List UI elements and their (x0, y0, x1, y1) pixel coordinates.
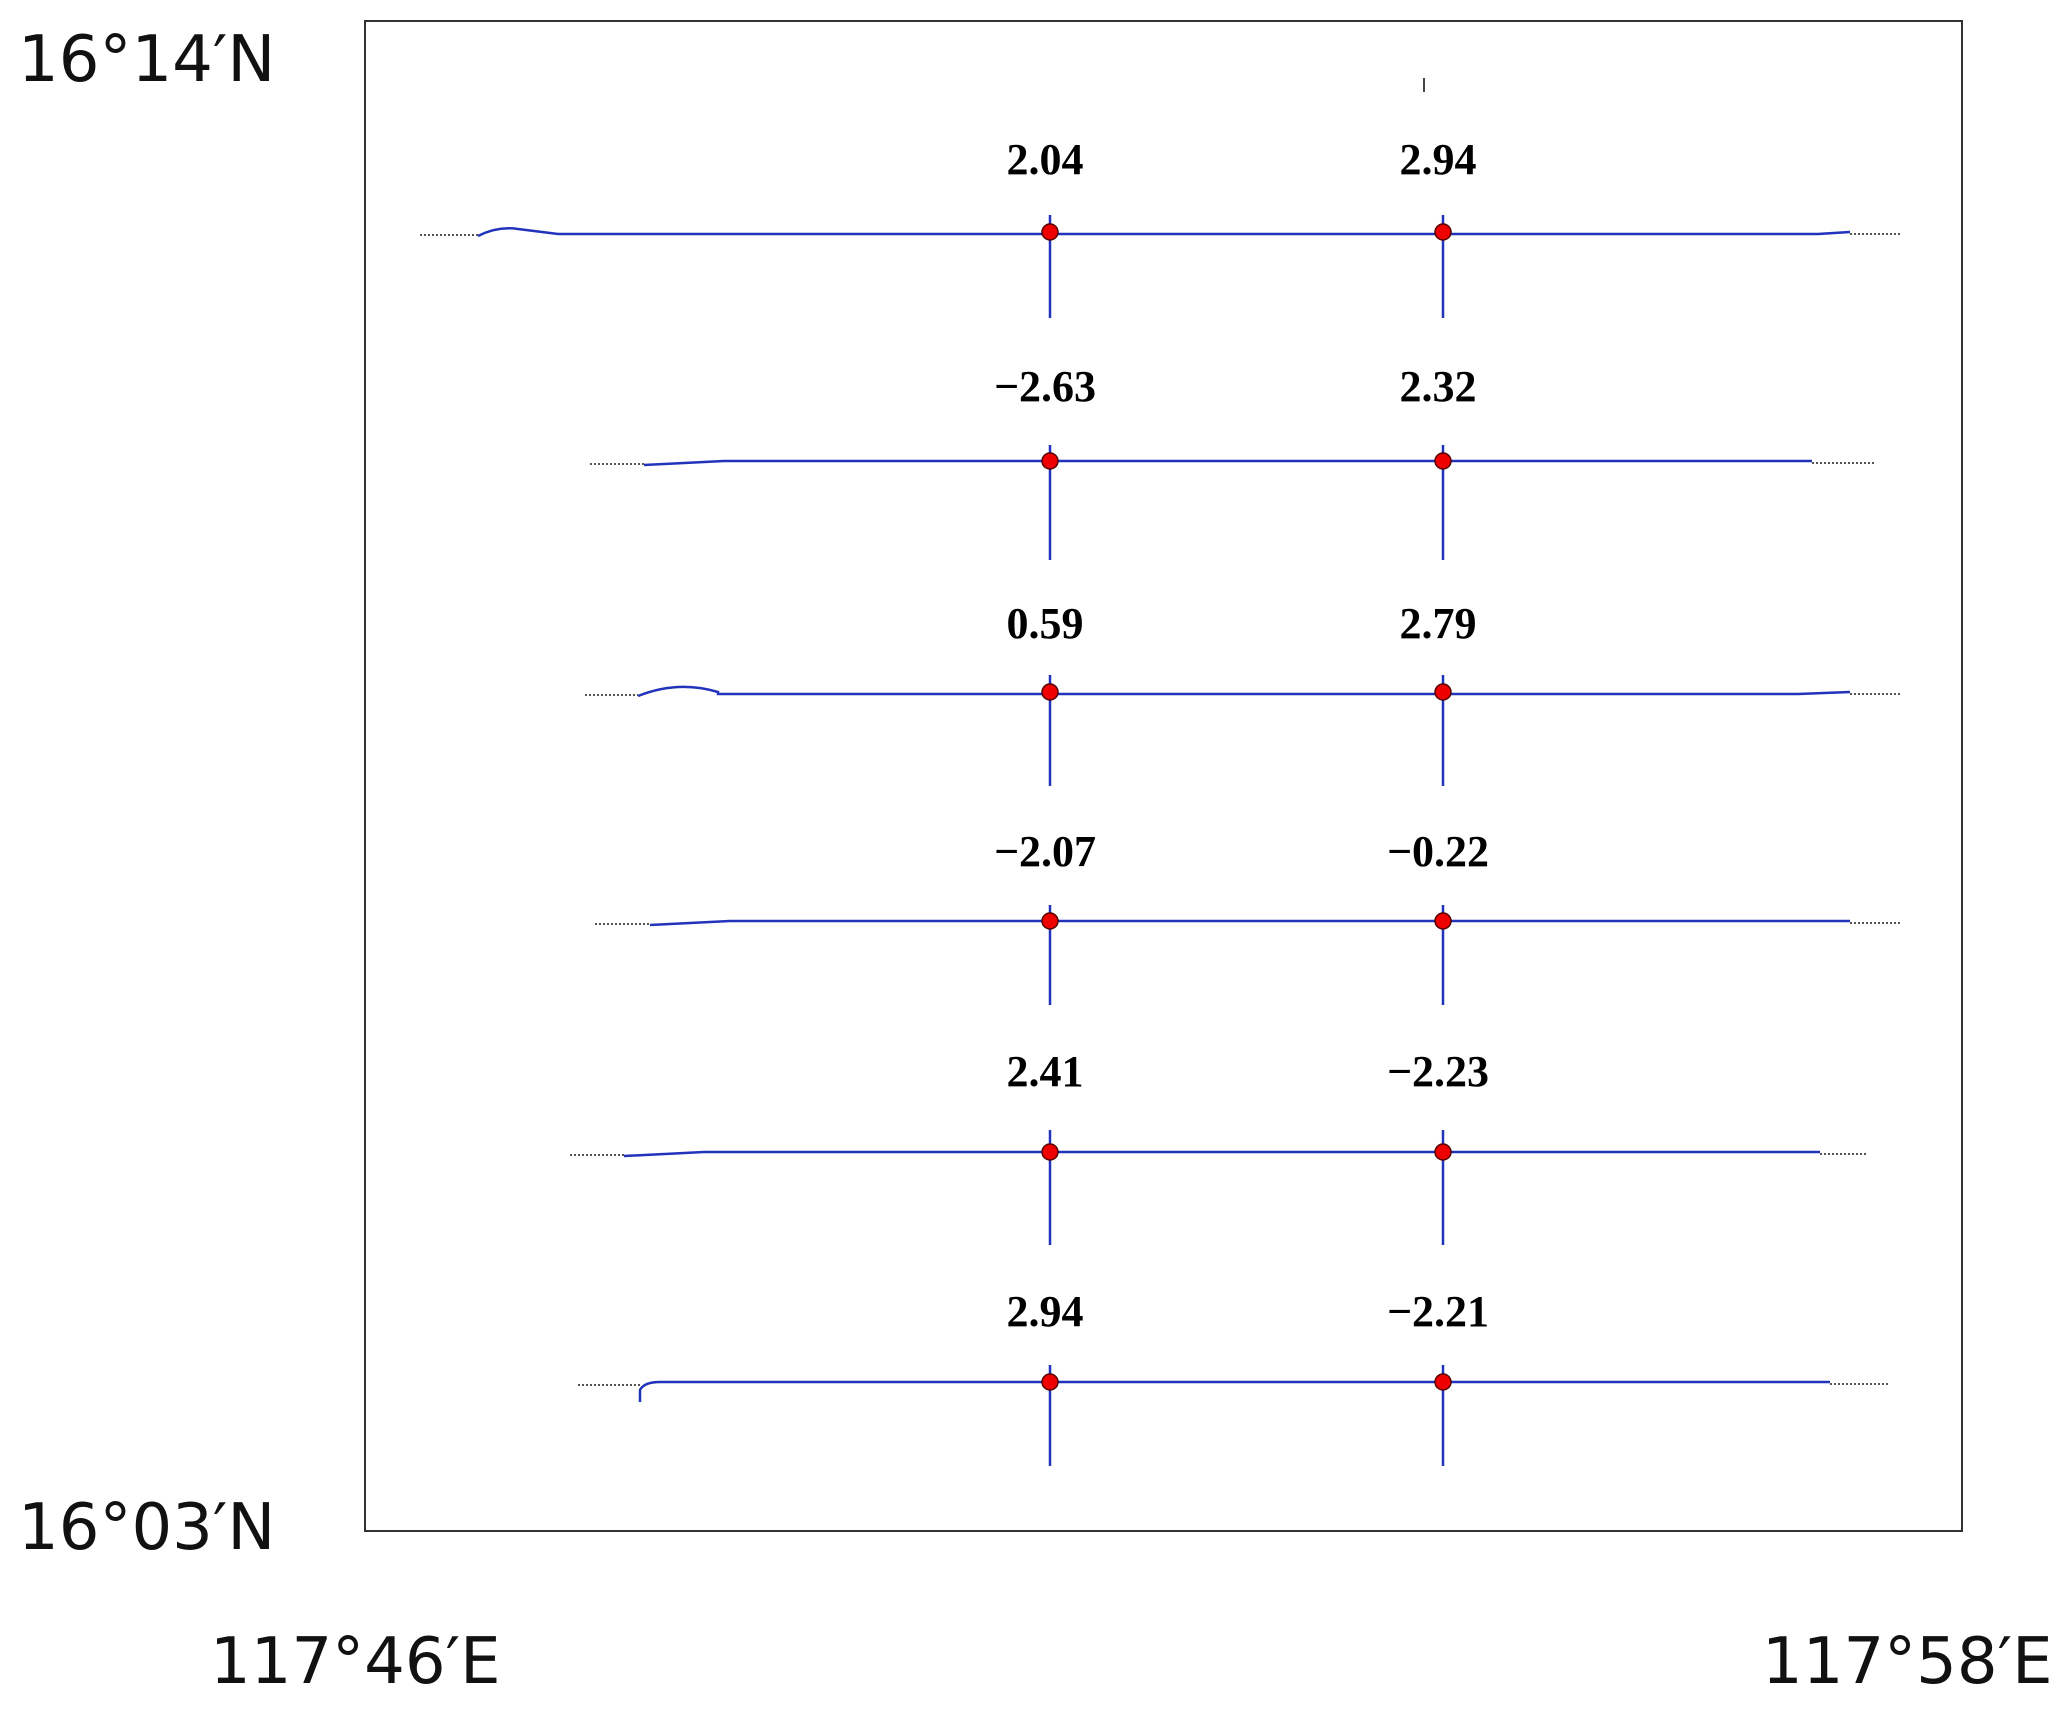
crossover-value-label: 2.94 (1400, 135, 1477, 184)
crossover-point (1434, 1373, 1452, 1391)
crossover-values: 2.04 2.94 −2.63 2.32 0.59 2.79 −2.07 −0.22 2.41 −… (994, 135, 1489, 1336)
crossover-point (1041, 223, 1059, 241)
latitude-label-bottom: 16°03′N (18, 1491, 276, 1565)
crossover-point (1041, 1143, 1059, 1161)
crossover-point (1434, 223, 1452, 241)
survey-tracks (420, 227, 1900, 1402)
survey-track-line (637, 685, 1851, 698)
crossover-value-label: 2.79 (1400, 599, 1477, 648)
longitude-label-left: 117°46′E (210, 1625, 501, 1699)
survey-track-line (643, 459, 1812, 467)
survey-track-line (649, 919, 1850, 927)
crossover-value-label: 0.59 (1007, 599, 1084, 648)
crossover-value-label: −2.23 (1387, 1047, 1489, 1096)
crossover-point (1434, 452, 1452, 470)
crossover-value-label: 2.41 (1007, 1047, 1084, 1096)
crossover-point (1434, 1143, 1452, 1161)
longitude-label-right: 117°58′E (1762, 1625, 2052, 1699)
crossover-value-label: −0.22 (1387, 827, 1489, 876)
survey-track-line (623, 1150, 1820, 1158)
survey-track-line (477, 227, 1851, 238)
crossover-point (1041, 1373, 1059, 1391)
latitude-label-top: 16°14′N (18, 23, 276, 97)
crossover-value-label: 2.04 (1007, 135, 1084, 184)
crossover-value-label: 2.94 (1007, 1287, 1084, 1336)
crossover-point (1041, 912, 1059, 930)
crossover-point (1041, 683, 1059, 701)
map-frame (364, 20, 1963, 1532)
crossover-value-label: −2.07 (994, 827, 1096, 876)
crossover-value-label: −2.63 (994, 362, 1096, 411)
cross-tracks (1048, 215, 1445, 1466)
crossover-point (1434, 683, 1452, 701)
crossover-point (1041, 452, 1059, 470)
crossover-value-label: 2.32 (1400, 362, 1477, 411)
crossover-point (1434, 912, 1452, 930)
crossover-markers (1041, 223, 1452, 1391)
survey-track-line (638, 1380, 1830, 1402)
crossover-value-label: −2.21 (1387, 1287, 1489, 1336)
